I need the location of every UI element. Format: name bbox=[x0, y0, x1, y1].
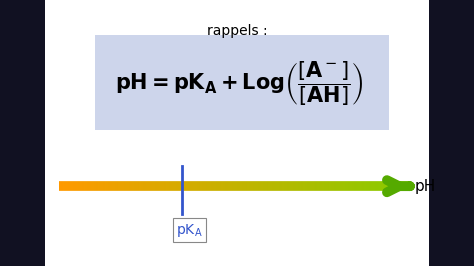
Text: $\mathrm{pK_A}$: $\mathrm{pK_A}$ bbox=[176, 222, 203, 239]
Text: pH: pH bbox=[415, 179, 436, 194]
Text: $\mathbf{pH = pK_A + Log}\left(\dfrac{[\mathbf{A}^-]}{[\mathbf{AH}]}\right)$: $\mathbf{pH = pK_A + Log}\left(\dfrac{[\… bbox=[115, 60, 364, 108]
FancyBboxPatch shape bbox=[95, 35, 389, 130]
Text: rappels :: rappels : bbox=[207, 24, 267, 38]
FancyBboxPatch shape bbox=[45, 0, 429, 266]
